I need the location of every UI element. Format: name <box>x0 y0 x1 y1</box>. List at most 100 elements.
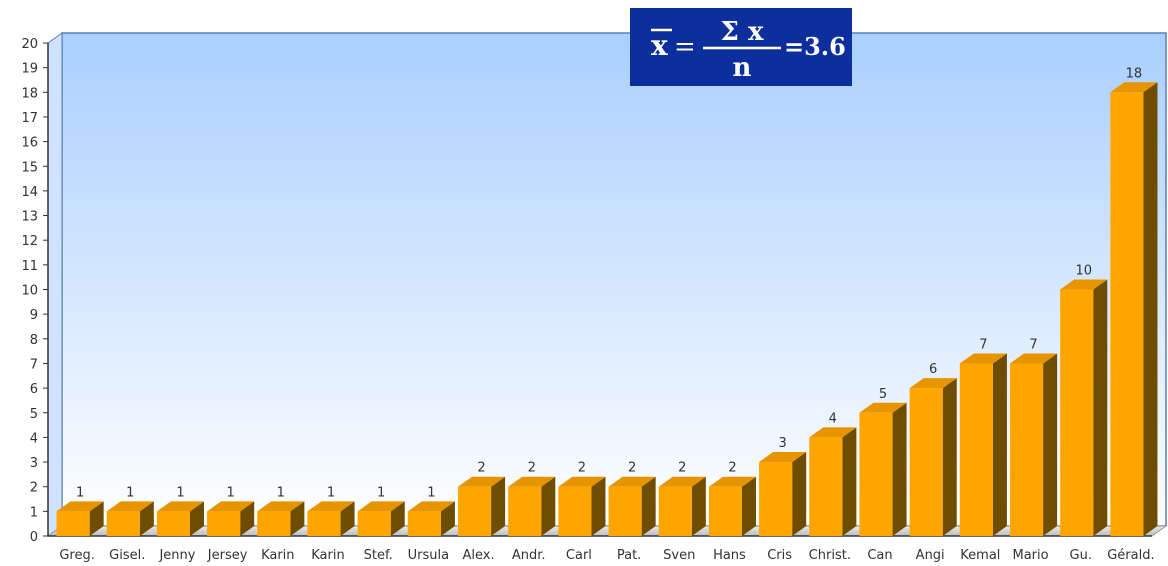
bar <box>809 427 857 536</box>
x-tick-label: Mario <box>1012 548 1048 563</box>
bar-value-label: 1 <box>176 485 184 500</box>
bar-side <box>691 476 706 536</box>
y-tick-label: 3 <box>30 456 38 471</box>
bar-side <box>1093 279 1108 536</box>
bar-side <box>591 476 606 536</box>
x-tick-label: Sven <box>663 548 695 563</box>
bar-front <box>457 486 492 536</box>
bar-top <box>307 501 355 512</box>
bar <box>959 353 1007 536</box>
bar-value-label: 10 <box>1075 264 1092 279</box>
bar-value-label: 2 <box>477 461 485 476</box>
x-tick-label: Pat. <box>617 548 641 563</box>
bar-side <box>842 427 857 536</box>
x-tick-label: Alex. <box>462 548 494 563</box>
bar-value-label: 1 <box>226 485 234 500</box>
x-axis: Greg. Gisel. Jenny Jersey Karin Karin Stef. Urs… <box>59 548 1154 563</box>
bar <box>608 476 656 536</box>
bar-front <box>56 511 90 536</box>
bar <box>56 501 104 536</box>
bar-top <box>207 501 255 512</box>
y-tick-label: 8 <box>30 333 38 348</box>
formula-equals: = <box>674 32 696 62</box>
bar-value-label: 2 <box>678 461 686 476</box>
bar-top <box>558 476 606 487</box>
bar <box>859 402 907 536</box>
bar <box>558 476 606 536</box>
bar-front <box>708 486 743 536</box>
plot-left-wall <box>47 32 63 537</box>
x-tick-label: Gisel. <box>109 548 145 563</box>
x-tick-label: Jenny <box>158 548 195 563</box>
x-tick-label: Kemal <box>960 548 1000 563</box>
y-tick-label: 6 <box>30 382 38 397</box>
formula-numerator: Σ x <box>721 17 764 47</box>
plot-area <box>46 32 1168 537</box>
bar <box>1060 279 1108 536</box>
y-tick-label: 17 <box>21 111 38 126</box>
mean-formula-box: x = Σ x n =3.6 <box>630 8 852 86</box>
bar-side <box>440 501 455 536</box>
bar-front <box>1110 92 1144 537</box>
bar-front <box>106 511 140 536</box>
bar-top <box>56 501 104 512</box>
y-tick-label: 11 <box>21 259 38 274</box>
x-tick-label: Gu. <box>1070 548 1092 563</box>
bar-top <box>708 476 757 487</box>
bar <box>207 501 255 536</box>
bar-side <box>792 452 807 536</box>
bar-front <box>156 511 191 536</box>
bar <box>307 501 355 536</box>
y-tick-label: 5 <box>30 407 38 422</box>
x-tick-label: Stef. <box>364 548 393 563</box>
bar <box>909 378 957 536</box>
bar <box>457 476 506 536</box>
bar-side <box>992 353 1007 536</box>
bar-side <box>190 501 205 536</box>
bar-value-label: 18 <box>1126 66 1143 81</box>
bar-side <box>641 476 656 536</box>
bar-front <box>307 511 341 536</box>
bar-front <box>959 363 993 536</box>
bar-top <box>658 476 706 487</box>
bar-value-label: 2 <box>578 461 586 476</box>
bar-value-label: 1 <box>126 485 134 500</box>
bar <box>1110 82 1158 537</box>
y-tick-label: 7 <box>30 357 38 372</box>
y-tick-label: 18 <box>21 86 38 101</box>
bar-top <box>809 427 857 438</box>
bar-front <box>909 388 943 536</box>
x-tick-label: Andr. <box>512 548 546 563</box>
bar-top <box>156 501 205 512</box>
y-tick-label: 1 <box>30 505 38 520</box>
bar-side <box>942 378 957 536</box>
y-tick-label: 12 <box>21 234 38 249</box>
bar-top <box>608 476 656 487</box>
bar-top <box>1009 353 1058 364</box>
bar-top <box>759 452 807 463</box>
bar-side <box>340 501 355 536</box>
bar-value-label: 6 <box>929 362 937 377</box>
bar-value-label: 7 <box>979 337 987 352</box>
bar-top <box>1110 82 1158 93</box>
bar-top <box>909 378 957 389</box>
y-tick-label: 2 <box>30 481 38 496</box>
x-tick-label: Hans <box>713 548 746 563</box>
bar-front <box>859 412 893 536</box>
bar-value-label: 3 <box>778 436 786 451</box>
bar-top <box>1060 279 1108 290</box>
x-tick-label: Gérald. <box>1107 548 1154 563</box>
bar-side <box>742 476 757 536</box>
bar-top <box>457 476 506 487</box>
bar-front <box>508 486 542 536</box>
bar <box>407 501 455 536</box>
bar <box>106 501 154 536</box>
bar <box>257 501 305 536</box>
bar-top <box>106 501 154 512</box>
bar-front <box>407 511 441 536</box>
formula-result: =3.6 <box>784 32 846 61</box>
bar-front <box>207 511 241 536</box>
bar-front <box>357 511 391 536</box>
bar-value-label: 4 <box>829 411 837 426</box>
